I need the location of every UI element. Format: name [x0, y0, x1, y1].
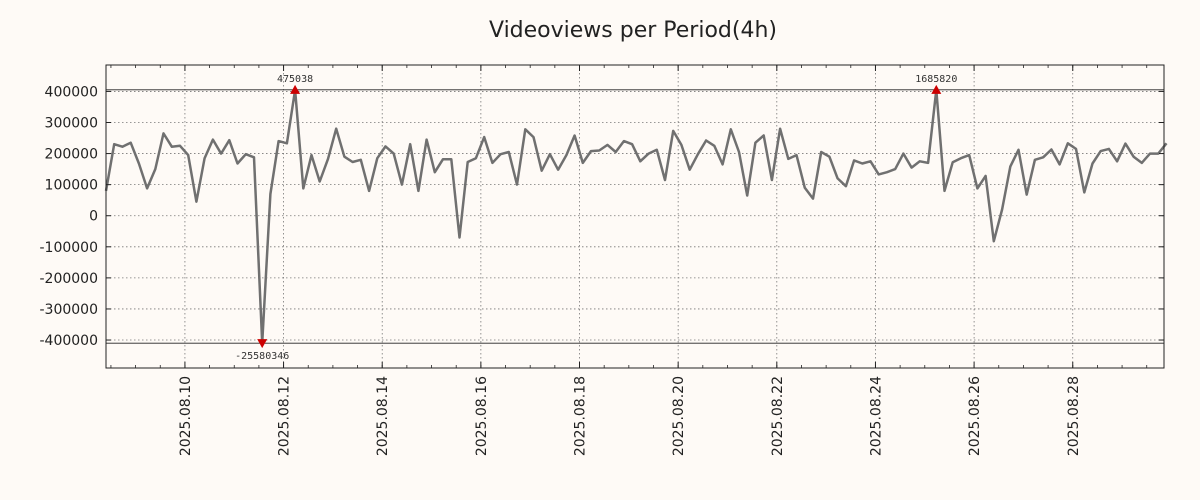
outlier-label: -25580346	[235, 351, 289, 362]
y-axis: 400000 300000 200000 100000 0 -100000 -200000 -…	[40, 84, 1164, 349]
outlier-label: 475038	[277, 74, 313, 85]
x-tick-label: 2025.08.14	[375, 376, 391, 456]
x-tick-label: 2025.08.20	[671, 376, 687, 456]
y-tick-label: 100000	[45, 178, 98, 194]
y-tick-label: 300000	[45, 115, 98, 131]
x-axis: 2025.08.10 2025.08.12 2025.08.14 2025.08.16…	[110, 65, 1148, 456]
outlier-marker	[257, 339, 268, 349]
outlier-markers: 475038 1685820 -25580346	[235, 74, 957, 362]
x-tick-label: 2025.08.26	[967, 376, 983, 456]
outlier-marker	[931, 84, 942, 94]
clip-limit-lines	[106, 89, 1164, 344]
x-tick-label: 2025.08.24	[868, 376, 884, 456]
series-layer	[104, 88, 1168, 345]
grid-layer	[106, 65, 1164, 368]
x-tick-label: 2025.08.22	[770, 376, 786, 456]
outlier-label: 1685820	[915, 74, 957, 85]
y-tick-label: -400000	[40, 333, 99, 349]
y-tick-label: 400000	[45, 84, 98, 100]
series-line	[104, 88, 1168, 345]
y-tick-label: -200000	[40, 271, 99, 287]
plot-frame	[105, 64, 1165, 369]
x-tick-label: 2025.08.12	[277, 376, 293, 456]
y-tick-label: -300000	[40, 302, 99, 318]
chart-title: Videoviews per Period(4h)	[489, 18, 777, 43]
y-tick-label: 0	[89, 209, 98, 225]
x-tick-label: 2025.08.16	[474, 376, 490, 456]
x-tick-label: 2025.08.28	[1066, 376, 1082, 456]
outlier-marker	[290, 84, 301, 94]
x-tick-label: 2025.08.18	[573, 376, 589, 456]
x-tick-label: 2025.08.10	[178, 376, 194, 456]
y-tick-label: 200000	[45, 147, 98, 163]
y-tick-label: -100000	[40, 240, 99, 256]
